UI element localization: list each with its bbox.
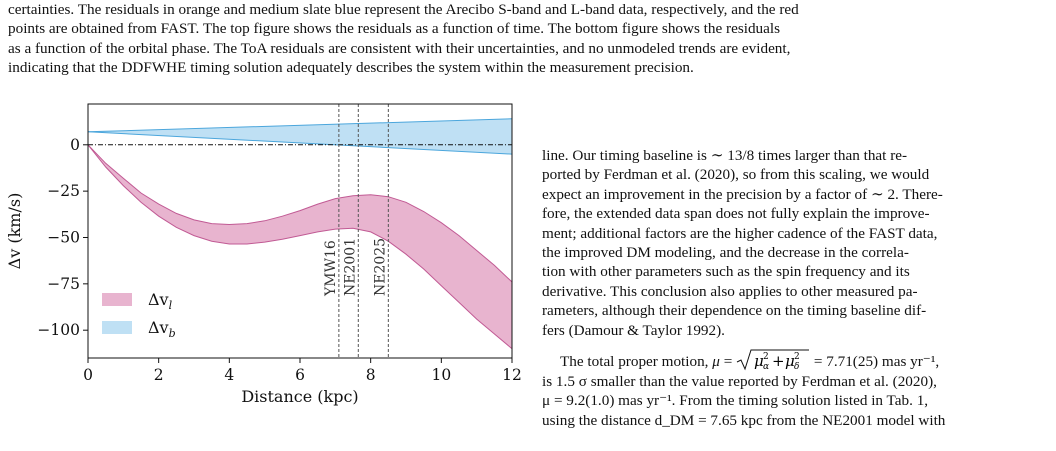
mu-delta: μ xyxy=(785,352,795,370)
band-lower-edge-b xyxy=(87,131,513,155)
delta-superscript: 2 xyxy=(794,352,800,362)
caption-line: as a function of the orbital phase. The … xyxy=(8,39,791,57)
legend-swatch-b xyxy=(102,321,132,334)
body-line: the improved DM modeling, and the decrea… xyxy=(542,244,909,262)
body-line: expect an improvement in the precision b… xyxy=(542,185,943,203)
velocity-distance-figure: YMW16 NE2001 NE2025 0 2 4 6 8 10 12 0 −25 −50 −75 −100… xyxy=(0,96,530,446)
band-b xyxy=(88,118,512,155)
mu-symbol: μ xyxy=(712,353,720,371)
mu-alpha: μ xyxy=(754,352,764,370)
vline-label-ymw16: YMW16 xyxy=(323,240,339,297)
body-line: fers (Damour & Taylor 1992). xyxy=(542,321,725,339)
body-line: tion with other parameters such as the s… xyxy=(542,263,910,281)
caption-line: certainties. The residuals in orange and… xyxy=(8,1,799,18)
body-line: rameters, although their dependence on t… xyxy=(542,302,927,320)
y-tick-label: 0 xyxy=(70,136,80,154)
velocity-chart: YMW16 NE2001 NE2025 0 2 4 6 8 10 12 0 −25 −50 −75 −100… xyxy=(5,103,522,406)
x-tick-label: 6 xyxy=(295,366,305,384)
legend-label-b: Δvb xyxy=(148,318,176,340)
body-line: derivative. This conclusion also applies… xyxy=(542,282,918,300)
x-tick-label: 2 xyxy=(154,366,164,384)
delta-subscript: δ xyxy=(794,362,799,372)
sqrt-sign xyxy=(736,349,810,371)
band-upper-edge-l xyxy=(87,144,513,283)
x-axis-label: Distance (kpc) xyxy=(241,387,358,406)
body-line: line. Our timing baseline is ∼ 13/8 time… xyxy=(542,147,908,164)
y-tick-label: −100 xyxy=(37,321,80,339)
y-tick-label: −25 xyxy=(47,182,80,200)
body-line: ment; additional factors are the higher … xyxy=(542,224,938,242)
caption-line: indicating that the DDFWHE timing soluti… xyxy=(8,58,694,76)
figure-caption: certainties. The residuals in orange and… xyxy=(8,0,1048,77)
proper-motion-line: The total proper motion, μ = μ α 2 + μ δ… xyxy=(542,348,1050,375)
plot-area: YMW16 NE2001 NE2025 0 2 4 6 8 10 12 0 −25 −50 −75 −100… xyxy=(5,103,522,406)
alpha-subscript: α xyxy=(763,362,769,372)
y-tick-label: −50 xyxy=(47,228,80,246)
vline-label-ne2001: NE2001 xyxy=(342,238,358,296)
body-line: fore, the extended data span does not fu… xyxy=(542,205,930,223)
y-tick-label: −75 xyxy=(47,275,80,293)
y-axis-label: Δv (km/s) xyxy=(5,193,24,270)
x-tick-label: 12 xyxy=(502,366,522,384)
proper-motion-lead: The total proper motion, xyxy=(560,353,709,371)
x-tick-label: 8 xyxy=(366,366,376,384)
x-tick-label: 4 xyxy=(224,366,234,384)
alpha-superscript: 2 xyxy=(763,352,769,362)
body-text-column: line. Our timing baseline is ∼ 13/8 time… xyxy=(542,146,1050,430)
band-l xyxy=(88,144,512,349)
legend-label-l: Δvl xyxy=(148,290,173,312)
band-lower-edge-l xyxy=(87,144,513,350)
body-line: ported by Ferdman et al. (2020), so from… xyxy=(542,166,930,184)
vline-label-ne2025: NE2025 xyxy=(372,238,388,296)
legend-subscript-b: b xyxy=(169,327,176,340)
legend-swatch-l xyxy=(102,293,132,306)
proper-motion-value: = 7.71(25) mas yr⁻¹, xyxy=(813,353,940,371)
x-tick-label: 10 xyxy=(431,366,451,384)
body-line: using the distance d_DM = 7.65 kpc from … xyxy=(542,411,946,429)
band-upper-edge-b xyxy=(87,118,513,133)
legend-subscript-l: l xyxy=(169,299,173,312)
sqrt-expression: μ α 2 + μ δ 2 xyxy=(736,349,810,372)
body-line: μ = 9.2(1.0) mas yr⁻¹. From the timing s… xyxy=(542,392,929,410)
x-tick-label: 0 xyxy=(83,366,93,384)
caption-line: points are obtained from FAST. The top f… xyxy=(8,20,781,38)
body-line: is 1.5 σ smaller than the value reported… xyxy=(542,373,937,391)
plus-sign: + xyxy=(772,352,785,370)
